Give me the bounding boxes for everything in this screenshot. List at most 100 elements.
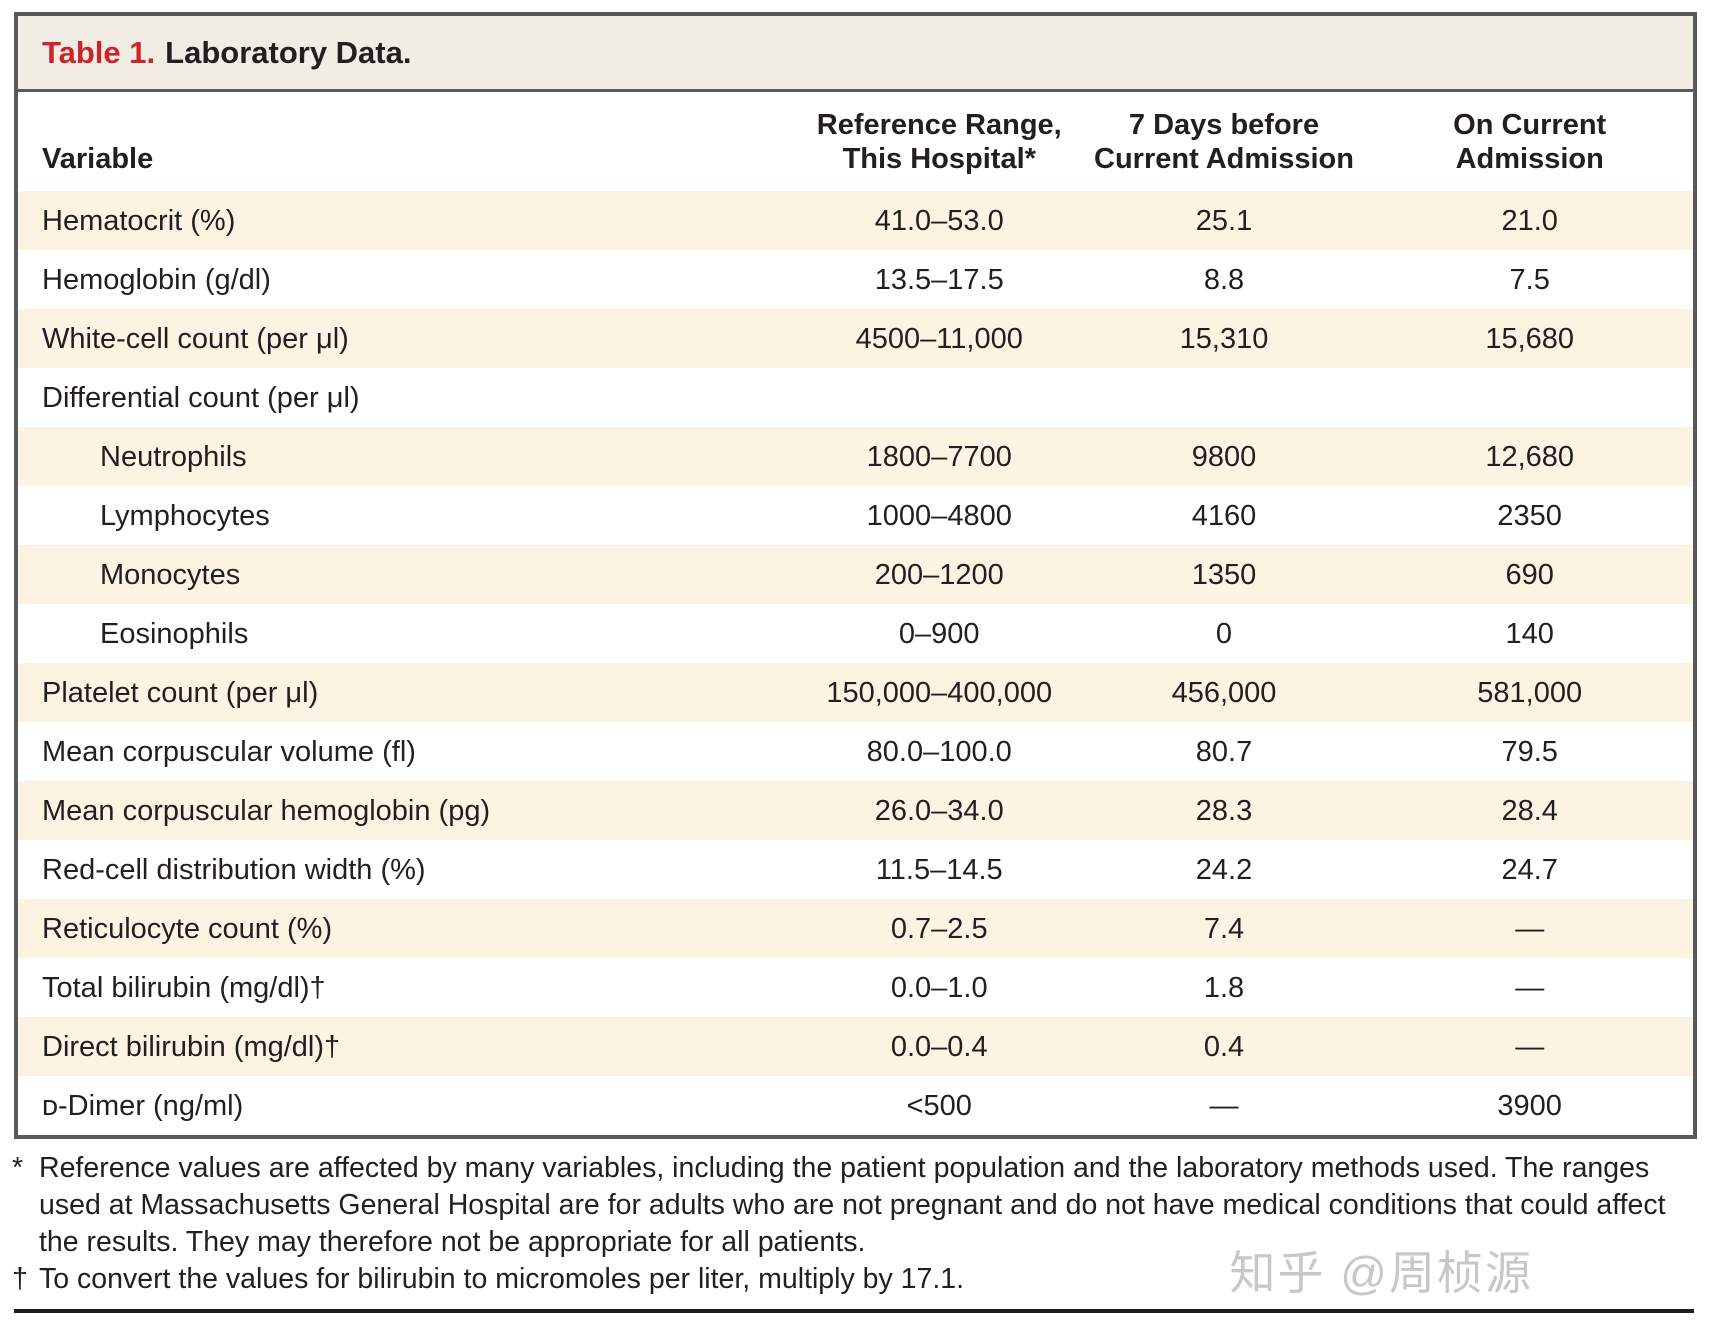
row-value-cell: 0 (1215, 617, 1233, 650)
table-row: Platelet count (per μl) 150,000–400,000 45… (18, 663, 1693, 722)
row-value-cell: — (1515, 971, 1545, 1004)
row-value-cell: 80.0–100.0 (866, 735, 1012, 768)
table-row: Direct bilirubin (mg/dl)† 0.0–0.4 0.4 — (18, 1017, 1693, 1076)
footnotes: * Reference values are affected by many … (12, 1150, 1704, 1298)
column-header-7-days-before: 7 Days before Current Admission (1094, 109, 1354, 175)
footnote-asterisk: * Reference values are affected by many … (12, 1150, 1704, 1261)
table-row: Total bilirubin (mg/dl)† 0.0–1.0 1.8 — (18, 958, 1693, 1017)
table-row: White-cell count (per μl) 4500–11,000 15,3… (18, 309, 1693, 368)
table-number-label: Table 1. (42, 35, 156, 70)
row-value-cell: — (1209, 1089, 1239, 1122)
table-row: Reticulocyte count (%) 0.7–2.5 7.4 — (18, 899, 1693, 958)
row-value-cell: <500 (906, 1089, 972, 1122)
row-value-cell: 1.8 (1203, 971, 1245, 1004)
table-title: Table 1. Laboratory Data. (18, 16, 1693, 92)
row-variable-cell: White-cell count (per μl) (42, 322, 349, 355)
row-value-cell: 690 (1505, 558, 1554, 591)
column-header-variable: Variable (42, 143, 154, 175)
row-value-cell: 24.2 (1195, 853, 1253, 886)
row-value-cell: 0.0–0.4 (890, 1030, 988, 1063)
row-variable-cell: Red-cell distribution width (%) (42, 853, 426, 886)
footnote-dagger-marker: † (12, 1263, 28, 1295)
row-value-cell: 12,680 (1485, 440, 1575, 473)
table-row: Eosinophils 0–900 0 140 (18, 604, 1693, 663)
row-value-cell: 9800 (1191, 440, 1257, 473)
row-value-cell: 7.5 (1509, 263, 1550, 296)
row-value-cell: 24.7 (1501, 853, 1558, 886)
row-variable-cell: Total bilirubin (mg/dl)† (42, 971, 326, 1004)
footnote-asterisk-marker: * (12, 1152, 24, 1184)
row-value-cell: 11.5–14.5 (875, 853, 1003, 886)
column-header-on-current-admission: On Current Admission (1453, 109, 1607, 175)
row-value-cell: 0.0–1.0 (890, 971, 988, 1004)
row-value-cell: 150,000–400,000 (826, 676, 1053, 709)
row-value-cell: 456,000 (1171, 676, 1277, 709)
row-value-cell: 28.4 (1501, 794, 1558, 827)
row-value-cell: — (1515, 912, 1545, 945)
row-value-cell: 140 (1505, 617, 1554, 650)
row-variable-cell: Platelet count (per μl) (42, 676, 319, 709)
row-value-cell: 28.3 (1195, 794, 1253, 827)
row-value-cell (1082, 368, 1367, 427)
row-value-cell (797, 368, 1082, 427)
row-variable-cell: Differential count (per μl) (42, 381, 360, 414)
footnote-dagger: † To convert the values for bilirubin to… (12, 1261, 1704, 1298)
header-row: Variable Reference Range, This Hospital*… (18, 92, 1693, 191)
table-row: Mean corpuscular hemoglobin (pg) 26.0–34.… (18, 781, 1693, 840)
row-variable-cell: Hemoglobin (g/dl) (42, 263, 271, 296)
row-value-cell: 79.5 (1501, 735, 1558, 768)
row-variable-cell: Mean corpuscular hemoglobin (pg) (42, 794, 491, 827)
table-row: Differential count (per μl) (18, 368, 1693, 427)
row-value-cell: 0.4 (1203, 1030, 1245, 1063)
footnote-dagger-text: To convert the values for bilirubin to m… (39, 1263, 965, 1295)
row-variable-cell: Reticulocyte count (%) (42, 912, 333, 945)
table-row: Red-cell distribution width (%) 11.5–14.5… (18, 840, 1693, 899)
row-value-cell: 41.0–53.0 (874, 204, 1004, 237)
row-value-cell: 3900 (1497, 1089, 1562, 1122)
row-value-cell: 15,310 (1179, 322, 1269, 355)
footnote-asterisk-text: Reference values are affected by many va… (39, 1152, 1666, 1258)
row-value-cell: — (1515, 1030, 1545, 1063)
table-title-text: Laboratory Data. (165, 35, 412, 70)
watermark: 知乎 @周桢源 (1229, 1247, 1533, 1299)
row-variable-cell: Eosinophils (100, 617, 249, 650)
table-row: Hematocrit (%) 41.0–53.0 25.1 21.0 (18, 191, 1693, 250)
row-value-cell (1366, 368, 1693, 427)
lab-data-table: Variable Reference Range, This Hospital*… (18, 92, 1693, 1135)
lab-table-body: Hematocrit (%) 41.0–53.0 25.1 21.0 Hemoglobi… (18, 191, 1693, 1135)
column-header-reference-range: Reference Range, This Hospital* (816, 109, 1062, 175)
row-value-cell: 25.1 (1195, 204, 1253, 237)
table-row: Monocytes 200–1200 1350 690 (18, 545, 1693, 604)
row-variable-cell: Hematocrit (%) (42, 204, 236, 237)
lab-table: Table 1. Laboratory Data. Variable Refere… (14, 12, 1697, 1139)
row-value-cell: 0.7–2.5 (890, 912, 988, 945)
row-variable-cell: Lymphocytes (100, 499, 270, 532)
table-row: Neutrophils 1800–7700 9800 12,680 (18, 427, 1693, 486)
row-variable-cell: Mean corpuscular volume (fl) (42, 735, 416, 768)
row-value-cell: 13.5–17.5 (874, 263, 1004, 296)
row-value-cell: 0–900 (898, 617, 980, 650)
row-value-cell: 80.7 (1195, 735, 1253, 768)
row-variable-cell: Direct bilirubin (mg/dl)† (42, 1030, 341, 1063)
row-variable-cell: ᴅ-Dimer (ng/ml) (42, 1089, 244, 1122)
row-value-cell: 1350 (1191, 558, 1257, 591)
row-value-cell: 26.0–34.0 (874, 794, 1004, 827)
row-variable-cell: Neutrophils (100, 440, 247, 473)
table-row: ᴅ-Dimer (ng/ml) <500 — 3900 (18, 1076, 1693, 1135)
row-value-cell: 15,680 (1485, 322, 1575, 355)
row-value-cell: 4160 (1191, 499, 1257, 532)
row-value-cell: 200–1200 (874, 558, 1004, 591)
row-value-cell: 1800–7700 (866, 440, 1012, 473)
table-header: Variable Reference Range, This Hospital*… (18, 92, 1693, 191)
row-value-cell: 8.8 (1203, 263, 1245, 296)
table-row: Lymphocytes 1000–4800 4160 2350 (18, 486, 1693, 545)
row-value-cell: 581,000 (1477, 676, 1583, 709)
row-value-cell: 4500–11,000 (855, 322, 1023, 355)
row-value-cell: 2350 (1497, 499, 1562, 532)
row-variable-cell: Monocytes (100, 558, 241, 591)
row-value-cell: 7.4 (1203, 912, 1245, 945)
table-row: Hemoglobin (g/dl) 13.5–17.5 8.8 7.5 (18, 250, 1693, 309)
row-value-cell: 1000–4800 (866, 499, 1012, 532)
bottom-rule (14, 1309, 1694, 1313)
